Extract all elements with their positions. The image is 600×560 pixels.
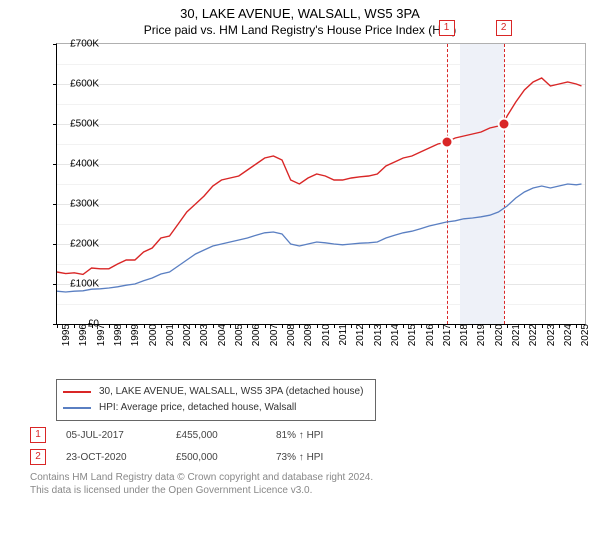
xaxis-label: 2025 — [572, 324, 591, 346]
event-marker: 1 — [439, 20, 455, 36]
xaxis-label: 2015 — [399, 324, 418, 346]
xaxis-label: 2000 — [140, 324, 159, 346]
xaxis-label: 1997 — [88, 324, 107, 346]
xaxis-label: 2007 — [261, 324, 280, 346]
xaxis-label: 2003 — [191, 324, 210, 346]
legend: 30, LAKE AVENUE, WALSALL, WS5 3PA (detac… — [56, 379, 376, 421]
data-point-marker — [497, 118, 510, 131]
transaction-price: £455,000 — [176, 430, 276, 441]
xaxis-label: 2023 — [538, 324, 557, 346]
legend-label-property: 30, LAKE AVENUE, WALSALL, WS5 3PA (detac… — [99, 384, 363, 400]
xaxis-label: 2020 — [486, 324, 505, 346]
series-hpi — [57, 184, 582, 292]
transaction-date: 23-OCT-2020 — [66, 452, 176, 463]
xaxis-label: 2019 — [468, 324, 487, 346]
xaxis-label: 2013 — [365, 324, 384, 346]
plot-area: £0£100K£200K£300K£400K£500K£600K£700K199… — [56, 43, 586, 325]
transaction-hpi: 81% ↑ HPI — [276, 430, 376, 441]
xaxis-label: 2001 — [157, 324, 176, 346]
figure-container: 30, LAKE AVENUE, WALSALL, WS5 3PA Price … — [0, 0, 600, 560]
xaxis-label: 1996 — [70, 324, 89, 346]
data-point-marker — [440, 136, 453, 149]
xaxis-label: 2022 — [520, 324, 539, 346]
chart: £0£100K£200K£300K£400K£500K£600K£700K199… — [10, 43, 590, 373]
legend-item-hpi: HPI: Average price, detached house, Wals… — [63, 400, 369, 416]
footer-line-1: Contains HM Land Registry data © Crown c… — [30, 471, 590, 484]
transactions-table: 1 05-JUL-2017 £455,000 81% ↑ HPI 2 23-OC… — [30, 427, 590, 465]
table-row: 2 23-OCT-2020 £500,000 73% ↑ HPI — [30, 449, 590, 465]
xaxis-label: 2012 — [347, 324, 366, 346]
legend-item-property: 30, LAKE AVENUE, WALSALL, WS5 3PA (detac… — [63, 384, 369, 400]
table-row: 1 05-JUL-2017 £455,000 81% ↑ HPI — [30, 427, 590, 443]
series-property — [57, 78, 582, 274]
footer-line-2: This data is licensed under the Open Gov… — [30, 484, 590, 497]
xaxis-label: 2006 — [243, 324, 262, 346]
transaction-marker-2: 2 — [30, 449, 46, 465]
transaction-hpi: 73% ↑ HPI — [276, 452, 376, 463]
xaxis-label: 2016 — [417, 324, 436, 346]
figure-title-address: 30, LAKE AVENUE, WALSALL, WS5 3PA — [10, 6, 590, 21]
footer-attribution: Contains HM Land Registry data © Crown c… — [30, 471, 590, 497]
xaxis-label: 1999 — [122, 324, 141, 346]
transaction-date: 05-JUL-2017 — [66, 430, 176, 441]
series-svg — [57, 44, 585, 324]
legend-swatch-property — [63, 391, 91, 393]
xaxis-label: 2009 — [295, 324, 314, 346]
legend-swatch-hpi — [63, 407, 91, 409]
xaxis-label: 2017 — [434, 324, 453, 346]
xaxis-label: 2004 — [209, 324, 228, 346]
transaction-price: £500,000 — [176, 452, 276, 463]
event-marker: 2 — [496, 20, 512, 36]
transaction-marker-1: 1 — [30, 427, 46, 443]
xaxis-label: 2010 — [313, 324, 332, 346]
legend-label-hpi: HPI: Average price, detached house, Wals… — [99, 400, 296, 416]
